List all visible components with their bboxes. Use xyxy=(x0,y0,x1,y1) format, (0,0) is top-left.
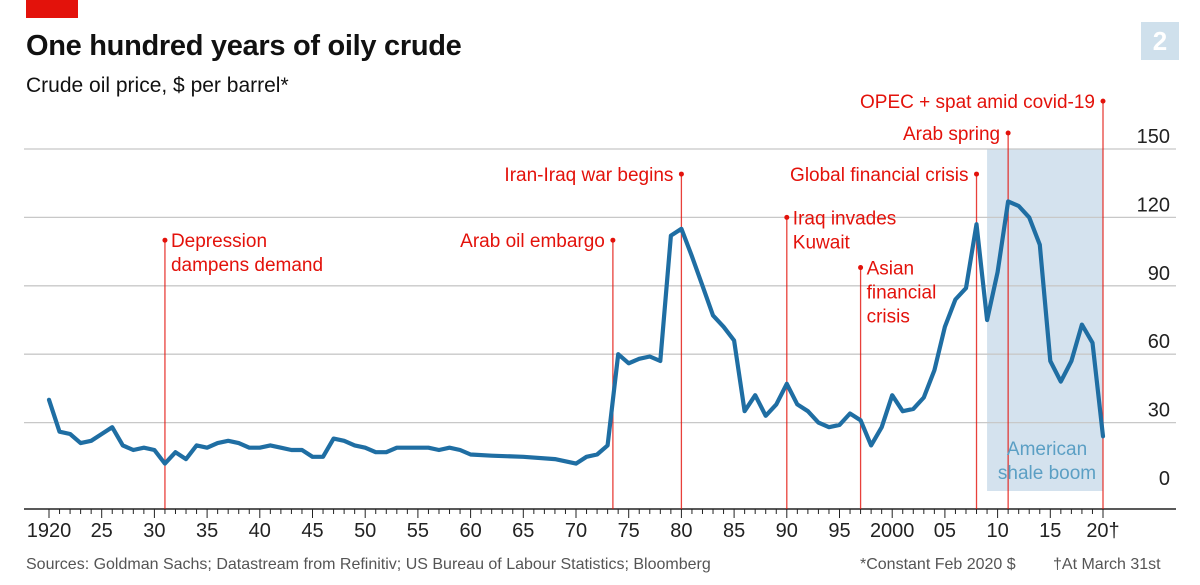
annotation-label: Global financial crisis xyxy=(790,165,968,186)
annotation-label: OPEC + spat amid covid-19 xyxy=(860,92,1095,113)
y-tick-label: 60 xyxy=(1148,331,1170,353)
chart-number-badge: 2 xyxy=(1141,22,1179,60)
x-tick-label: 45 xyxy=(301,520,323,542)
shale-boom-label: shale boom xyxy=(998,463,1096,484)
x-tick-label: 05 xyxy=(934,520,956,542)
y-tick-label: 30 xyxy=(1148,400,1170,422)
x-tick-label: 35 xyxy=(196,520,218,542)
sources-note: Sources: Goldman Sachs; Datastream from … xyxy=(26,556,711,573)
x-tick-label: 25 xyxy=(91,520,113,542)
x-tick-label: 40 xyxy=(249,520,271,542)
chart-title: One hundred years of oily crude xyxy=(26,30,462,62)
x-tick-label: 10 xyxy=(986,520,1008,542)
x-tick-label: 50 xyxy=(354,520,376,542)
annotation-dot xyxy=(858,265,864,271)
annotation-label: financial xyxy=(867,283,937,304)
annotation-label: Iraq invades xyxy=(793,208,897,229)
annotation-label: Arab oil embargo xyxy=(460,231,605,252)
brand-tag xyxy=(26,0,78,18)
constant-dollar-note: *Constant Feb 2020 $ xyxy=(860,556,1016,573)
x-tick-label: 20† xyxy=(1086,520,1119,542)
y-tick-label: 90 xyxy=(1148,263,1170,285)
annotation-dot xyxy=(1100,98,1106,104)
annotation-dot xyxy=(784,214,790,220)
annotation-label: dampens demand xyxy=(171,255,323,276)
y-tick-label: 0 xyxy=(1159,468,1170,490)
y-tick-label: 150 xyxy=(1137,126,1170,148)
annotation-dot xyxy=(974,171,980,177)
x-tick-label: 15 xyxy=(1039,520,1061,542)
annotation-dot xyxy=(678,171,684,177)
x-tick-label: 1920 xyxy=(27,520,72,542)
chart-subtitle: Crude oil price, $ per barrel* xyxy=(26,74,289,97)
annotation-dot xyxy=(610,237,616,243)
annotation-label: Kuwait xyxy=(793,232,851,253)
x-tick-label: 60 xyxy=(459,520,481,542)
shale-boom-label: American xyxy=(1007,439,1087,460)
annotation-dot xyxy=(162,237,168,243)
oil-price-series-line xyxy=(46,199,1106,466)
x-tick-label: 30 xyxy=(143,520,165,542)
x-tick-label: 85 xyxy=(723,520,745,542)
x-tick-label: 90 xyxy=(776,520,798,542)
annotation-label: Arab spring xyxy=(903,124,1000,145)
x-tick-label: 70 xyxy=(565,520,587,542)
annotation-label: Depression xyxy=(171,231,267,252)
x-tick-label: 55 xyxy=(407,520,429,542)
x-tick-label: 75 xyxy=(618,520,640,542)
annotation-label: Asian xyxy=(867,259,915,280)
annotation-dot xyxy=(1005,130,1011,136)
annotation-label: crisis xyxy=(867,307,910,328)
x-tick-label: 2000 xyxy=(870,520,915,542)
oil-price-chart: 0 30 60 90 120 150 1920 25 30 35 40 45 50 55 60 65 70 75 8… xyxy=(24,92,1176,542)
annotation-label: Iran-Iraq war begins xyxy=(504,165,673,186)
march-date-note: †At March 31st xyxy=(1053,556,1161,573)
x-tick-label: 65 xyxy=(512,520,534,542)
x-tick-label: 95 xyxy=(828,520,850,542)
y-tick-label: 120 xyxy=(1137,194,1170,216)
x-tick-label: 80 xyxy=(670,520,692,542)
